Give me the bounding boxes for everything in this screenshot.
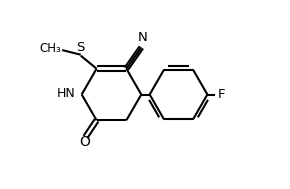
Text: HN: HN xyxy=(57,87,75,100)
Text: O: O xyxy=(79,135,90,149)
Text: CH₃: CH₃ xyxy=(39,42,61,55)
Text: F: F xyxy=(218,88,226,101)
Text: N: N xyxy=(138,31,148,44)
Text: S: S xyxy=(76,41,84,54)
